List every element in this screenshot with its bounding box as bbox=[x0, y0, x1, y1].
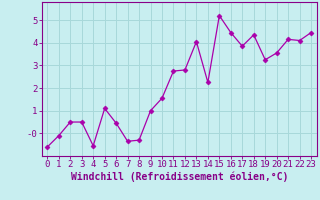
X-axis label: Windchill (Refroidissement éolien,°C): Windchill (Refroidissement éolien,°C) bbox=[70, 172, 288, 182]
